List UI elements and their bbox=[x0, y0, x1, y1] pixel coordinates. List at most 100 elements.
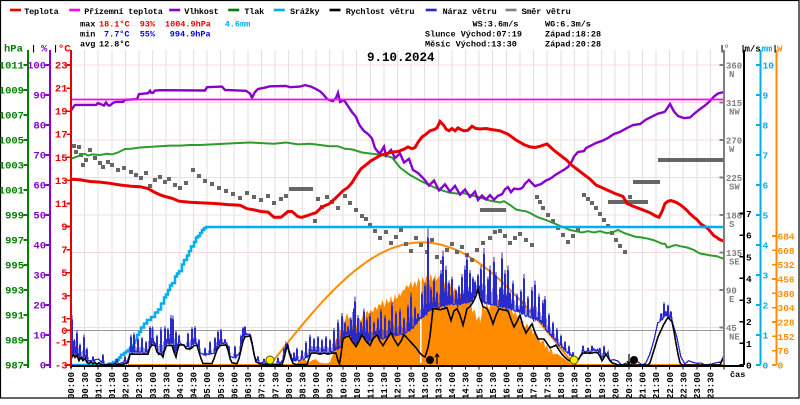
svg-text:0: 0 bbox=[763, 361, 769, 372]
svg-text:50: 50 bbox=[33, 211, 46, 223]
svg-text:06:00: 06:00 bbox=[230, 372, 240, 399]
svg-text:3: 3 bbox=[746, 296, 752, 307]
svg-text:380: 380 bbox=[778, 289, 795, 300]
svg-text:994.9hPa: 994.9hPa bbox=[170, 30, 211, 40]
svg-text:989: 989 bbox=[5, 336, 24, 348]
svg-text:|: | bbox=[31, 44, 36, 54]
svg-text:4: 4 bbox=[746, 274, 752, 285]
svg-text:76: 76 bbox=[778, 346, 790, 357]
svg-text:10:00: 10:00 bbox=[339, 372, 349, 399]
svg-text:10: 10 bbox=[763, 61, 775, 72]
svg-text:|: | bbox=[53, 44, 58, 54]
svg-text:S: S bbox=[729, 220, 735, 230]
svg-text:03:30: 03:30 bbox=[162, 372, 172, 399]
svg-text:23:00: 23:00 bbox=[693, 372, 703, 399]
svg-text:315: 315 bbox=[726, 99, 742, 109]
svg-text:-1: -1 bbox=[55, 337, 68, 349]
svg-text:70: 70 bbox=[33, 151, 46, 163]
svg-text:13:00: 13:00 bbox=[421, 372, 431, 399]
svg-text:13:30: 13:30 bbox=[435, 372, 445, 399]
svg-text:0: 0 bbox=[40, 361, 46, 373]
svg-text:2: 2 bbox=[763, 301, 769, 312]
svg-text:997: 997 bbox=[5, 236, 24, 248]
svg-text:12.8°C: 12.8°C bbox=[99, 40, 130, 50]
svg-text:max: max bbox=[80, 20, 95, 30]
svg-text:4: 4 bbox=[763, 241, 769, 252]
svg-text:152: 152 bbox=[778, 332, 795, 343]
svg-text:9: 9 bbox=[763, 91, 769, 102]
svg-text:995: 995 bbox=[5, 261, 24, 273]
svg-text:NW: NW bbox=[729, 108, 740, 118]
svg-text:21:30: 21:30 bbox=[652, 372, 662, 399]
svg-text:Měsíc Východ:13:30: Měsíc Východ:13:30 bbox=[425, 40, 517, 50]
svg-text:0: 0 bbox=[746, 361, 752, 372]
svg-text:45: 45 bbox=[726, 324, 737, 334]
svg-text:7: 7 bbox=[61, 245, 67, 257]
svg-text:14:30: 14:30 bbox=[462, 372, 472, 399]
svg-text:17: 17 bbox=[55, 130, 68, 142]
svg-text:04:00: 04:00 bbox=[176, 372, 186, 399]
svg-text:21: 21 bbox=[55, 84, 68, 96]
svg-text:E: E bbox=[729, 295, 735, 305]
svg-text:3: 3 bbox=[61, 291, 67, 303]
svg-text:5: 5 bbox=[763, 211, 769, 222]
svg-text:|: | bbox=[773, 44, 778, 54]
svg-text:22:30: 22:30 bbox=[679, 372, 689, 399]
svg-text:09:00: 09:00 bbox=[312, 372, 322, 399]
svg-text:100: 100 bbox=[27, 61, 46, 73]
svg-text:08:00: 08:00 bbox=[285, 372, 295, 399]
svg-text:22:00: 22:00 bbox=[666, 372, 676, 399]
svg-text:3: 3 bbox=[763, 271, 769, 282]
svg-text:00:30: 00:30 bbox=[81, 372, 91, 399]
svg-text:5: 5 bbox=[61, 268, 67, 280]
svg-text:SE: SE bbox=[729, 258, 740, 268]
svg-text:135: 135 bbox=[726, 249, 742, 259]
svg-text:Srážky: Srážky bbox=[290, 7, 320, 17]
svg-text:0: 0 bbox=[778, 361, 784, 372]
svg-text:WS:3.6m/s: WS:3.6m/s bbox=[473, 20, 519, 30]
svg-text:1003: 1003 bbox=[0, 161, 24, 173]
svg-text:Slunce Východ:07:19: Slunce Východ:07:19 bbox=[425, 30, 522, 40]
svg-text:15:00: 15:00 bbox=[475, 372, 485, 399]
svg-text:00:00: 00:00 bbox=[67, 372, 77, 399]
svg-text:9: 9 bbox=[61, 222, 67, 234]
svg-text:19:30: 19:30 bbox=[598, 372, 608, 399]
svg-text:0: 0 bbox=[61, 326, 67, 338]
svg-text:18:30: 18:30 bbox=[571, 372, 581, 399]
svg-text:Západ:20:28: Západ:20:28 bbox=[545, 40, 601, 50]
svg-text:W: W bbox=[777, 45, 783, 55]
svg-text:456: 456 bbox=[778, 275, 795, 286]
svg-text:17:00: 17:00 bbox=[530, 372, 540, 399]
svg-text:01:30: 01:30 bbox=[108, 372, 118, 399]
svg-text:16:00: 16:00 bbox=[503, 372, 513, 399]
svg-text:999: 999 bbox=[5, 211, 24, 223]
svg-text:7.7°C: 7.7°C bbox=[104, 30, 130, 40]
svg-text:°C: °C bbox=[58, 44, 71, 56]
svg-text:08:30: 08:30 bbox=[299, 372, 309, 399]
svg-text:07:30: 07:30 bbox=[271, 372, 281, 399]
svg-text:360: 360 bbox=[726, 62, 742, 72]
svg-text:19:00: 19:00 bbox=[584, 372, 594, 399]
svg-text:1011: 1011 bbox=[0, 61, 24, 73]
svg-text:180: 180 bbox=[726, 212, 742, 222]
svg-text:Rychlost větru: Rychlost větru bbox=[346, 7, 415, 17]
svg-text:hPa: hPa bbox=[4, 44, 24, 56]
svg-text:1: 1 bbox=[61, 314, 67, 326]
svg-text:93%: 93% bbox=[140, 20, 156, 30]
svg-text:15:30: 15:30 bbox=[489, 372, 499, 399]
svg-text:05:30: 05:30 bbox=[217, 372, 227, 399]
svg-text:11:30: 11:30 bbox=[380, 372, 390, 399]
svg-text:mm: mm bbox=[762, 45, 773, 55]
svg-text:1001: 1001 bbox=[0, 186, 24, 198]
svg-text:07:00: 07:00 bbox=[258, 372, 268, 399]
svg-text:°: ° bbox=[724, 44, 730, 56]
svg-text:avg: avg bbox=[80, 40, 95, 50]
svg-text:05:00: 05:00 bbox=[203, 372, 213, 399]
svg-text:225: 225 bbox=[726, 174, 742, 184]
svg-text:7: 7 bbox=[763, 151, 769, 162]
svg-text:90: 90 bbox=[33, 91, 46, 103]
svg-text:10: 10 bbox=[33, 331, 46, 343]
svg-text:20: 20 bbox=[33, 301, 46, 313]
svg-text:11:00: 11:00 bbox=[367, 372, 377, 399]
svg-text:Západ:18:28: Západ:18:28 bbox=[545, 30, 601, 40]
